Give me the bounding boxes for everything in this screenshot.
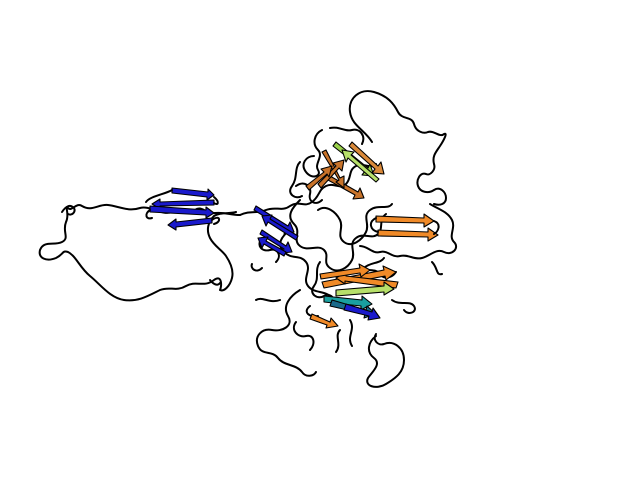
coil-right-side	[359, 203, 458, 276]
strand-d2-2	[261, 214, 299, 241]
strand-d3-6	[317, 159, 345, 189]
strand-d5-1	[375, 213, 435, 228]
coil-left-tail	[61, 204, 76, 216]
strand-d1-4	[167, 217, 213, 231]
sheet-domain-7	[309, 263, 399, 329]
coil-left-hook	[209, 279, 221, 286]
sheet-domain-3	[305, 141, 385, 200]
strand-d5-2	[377, 227, 439, 242]
strand-d3-4	[327, 175, 365, 200]
strand-d2-4	[257, 236, 287, 257]
coil-left-loop	[38, 203, 241, 302]
strand-d3-3	[348, 141, 385, 175]
sheet-domain-2	[253, 205, 299, 257]
sheet-domain-5	[370, 213, 440, 242]
strand-d7-6	[343, 303, 381, 321]
coil-d5-turns	[370, 217, 440, 235]
strand-d3-2	[341, 149, 380, 183]
strand-d7-3	[335, 281, 395, 297]
coil-backbone	[38, 90, 458, 388]
coil-center-tangle	[239, 163, 393, 299]
strand-d7-7	[309, 313, 339, 329]
coil-lower-right	[335, 299, 416, 388]
strand-d3-7	[305, 165, 333, 191]
coil-d1-turns	[145, 189, 220, 225]
strand-d1-1	[171, 187, 215, 201]
strand-d2-3	[259, 229, 293, 254]
strand-d1-3	[149, 205, 215, 219]
coil-upper-right	[348, 90, 447, 206]
strand-d7-8	[319, 263, 371, 280]
coil-lower-left	[250, 263, 317, 377]
coil-top-cluster	[289, 126, 365, 199]
sheet-domain-1	[145, 187, 220, 231]
